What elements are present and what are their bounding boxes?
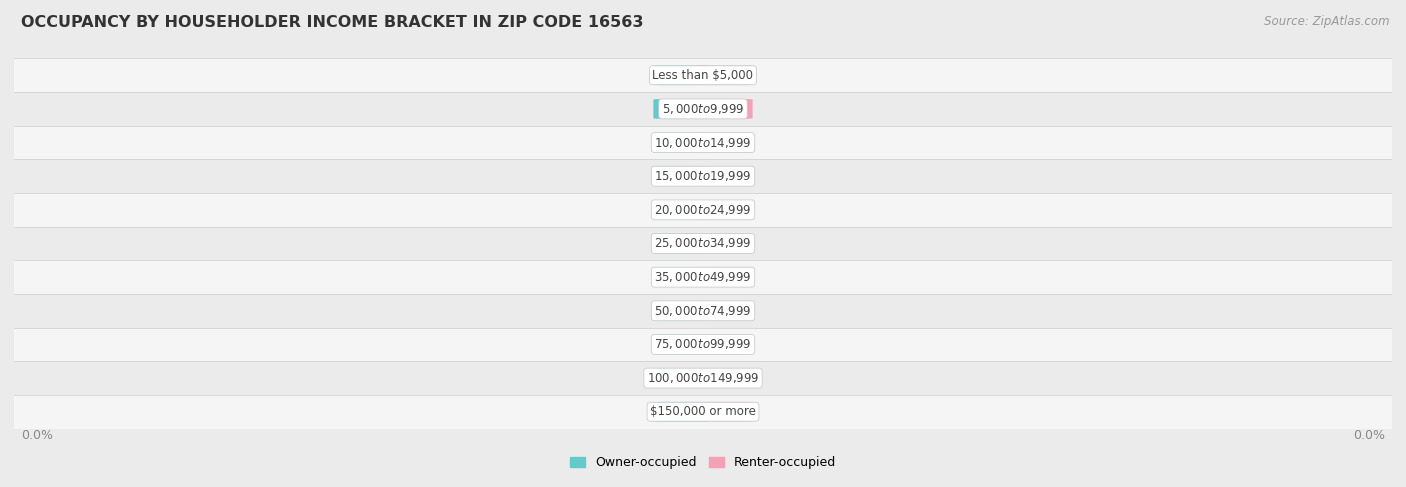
Text: 0.0%: 0.0% [711, 104, 740, 114]
FancyBboxPatch shape [654, 402, 707, 422]
FancyBboxPatch shape [14, 226, 1392, 261]
Text: $20,000 to $24,999: $20,000 to $24,999 [654, 203, 752, 217]
Text: 0.0%: 0.0% [711, 306, 740, 316]
Legend: Owner-occupied, Renter-occupied: Owner-occupied, Renter-occupied [565, 451, 841, 474]
Text: $50,000 to $74,999: $50,000 to $74,999 [654, 304, 752, 318]
FancyBboxPatch shape [699, 200, 752, 220]
FancyBboxPatch shape [699, 368, 752, 388]
Text: $10,000 to $14,999: $10,000 to $14,999 [654, 135, 752, 150]
FancyBboxPatch shape [699, 335, 752, 354]
Text: $150,000 or more: $150,000 or more [650, 405, 756, 418]
FancyBboxPatch shape [14, 328, 1392, 361]
Text: 0.0%: 0.0% [711, 373, 740, 383]
FancyBboxPatch shape [14, 361, 1392, 395]
Text: $5,000 to $9,999: $5,000 to $9,999 [662, 102, 744, 116]
FancyBboxPatch shape [699, 65, 752, 85]
Text: 0.0%: 0.0% [666, 407, 695, 417]
Text: 0.0%: 0.0% [711, 137, 740, 148]
FancyBboxPatch shape [654, 200, 707, 220]
FancyBboxPatch shape [699, 133, 752, 152]
FancyBboxPatch shape [14, 58, 1392, 92]
Text: $25,000 to $34,999: $25,000 to $34,999 [654, 237, 752, 250]
Text: 0.0%: 0.0% [666, 306, 695, 316]
Text: 0.0%: 0.0% [666, 373, 695, 383]
FancyBboxPatch shape [654, 234, 707, 253]
Text: 0.0%: 0.0% [666, 205, 695, 215]
Text: 0.0%: 0.0% [1353, 429, 1385, 442]
Text: 0.0%: 0.0% [711, 339, 740, 350]
FancyBboxPatch shape [654, 267, 707, 287]
Text: 0.0%: 0.0% [711, 205, 740, 215]
Text: 0.0%: 0.0% [21, 429, 53, 442]
Text: 0.0%: 0.0% [711, 70, 740, 80]
Text: 0.0%: 0.0% [666, 239, 695, 248]
FancyBboxPatch shape [654, 368, 707, 388]
FancyBboxPatch shape [699, 167, 752, 186]
Text: 0.0%: 0.0% [666, 70, 695, 80]
FancyBboxPatch shape [654, 301, 707, 320]
FancyBboxPatch shape [14, 193, 1392, 226]
FancyBboxPatch shape [699, 301, 752, 320]
FancyBboxPatch shape [654, 99, 707, 119]
FancyBboxPatch shape [14, 126, 1392, 159]
Text: 0.0%: 0.0% [666, 339, 695, 350]
FancyBboxPatch shape [654, 133, 707, 152]
FancyBboxPatch shape [14, 294, 1392, 328]
Text: 0.0%: 0.0% [711, 272, 740, 282]
Text: $100,000 to $149,999: $100,000 to $149,999 [647, 371, 759, 385]
FancyBboxPatch shape [14, 159, 1392, 193]
Text: 0.0%: 0.0% [711, 239, 740, 248]
FancyBboxPatch shape [699, 402, 752, 422]
FancyBboxPatch shape [699, 99, 752, 119]
FancyBboxPatch shape [14, 92, 1392, 126]
FancyBboxPatch shape [654, 167, 707, 186]
FancyBboxPatch shape [654, 65, 707, 85]
Text: 0.0%: 0.0% [711, 171, 740, 181]
Text: $75,000 to $99,999: $75,000 to $99,999 [654, 337, 752, 352]
FancyBboxPatch shape [699, 267, 752, 287]
Text: Source: ZipAtlas.com: Source: ZipAtlas.com [1264, 15, 1389, 28]
FancyBboxPatch shape [14, 261, 1392, 294]
Text: $35,000 to $49,999: $35,000 to $49,999 [654, 270, 752, 284]
Text: 0.0%: 0.0% [666, 104, 695, 114]
Text: 0.0%: 0.0% [666, 171, 695, 181]
FancyBboxPatch shape [699, 234, 752, 253]
FancyBboxPatch shape [654, 335, 707, 354]
FancyBboxPatch shape [14, 395, 1392, 429]
Text: 0.0%: 0.0% [711, 407, 740, 417]
Text: Less than $5,000: Less than $5,000 [652, 69, 754, 82]
Text: 0.0%: 0.0% [666, 137, 695, 148]
Text: 0.0%: 0.0% [666, 272, 695, 282]
Text: OCCUPANCY BY HOUSEHOLDER INCOME BRACKET IN ZIP CODE 16563: OCCUPANCY BY HOUSEHOLDER INCOME BRACKET … [21, 15, 644, 30]
Text: $15,000 to $19,999: $15,000 to $19,999 [654, 169, 752, 183]
